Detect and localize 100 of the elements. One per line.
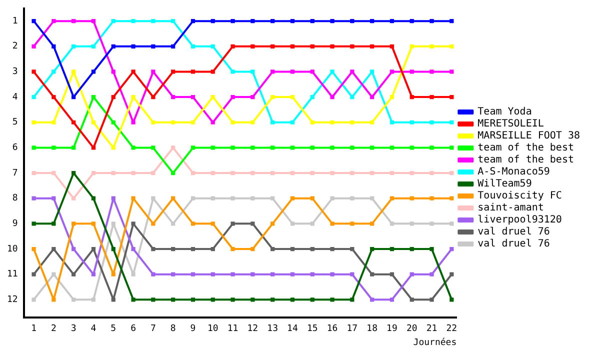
- point: [390, 170, 394, 176]
- point: [210, 120, 215, 124]
- point: [430, 120, 434, 124]
- x-tick-label: 21: [426, 324, 438, 334]
- point: [410, 170, 414, 176]
- point: [430, 44, 434, 48]
- point: [230, 272, 235, 276]
- x-tick-label: 10: [207, 324, 218, 334]
- point: [72, 196, 76, 200]
- point: [171, 19, 176, 24]
- point: [250, 94, 255, 100]
- point: [350, 222, 354, 226]
- point: [390, 44, 394, 48]
- point: [52, 222, 56, 226]
- point: [350, 44, 354, 48]
- point: [290, 272, 295, 276]
- point: [250, 170, 255, 176]
- point: [330, 120, 334, 124]
- point: [370, 170, 374, 176]
- point: [131, 272, 136, 276]
- point: [450, 196, 454, 200]
- point: [151, 19, 156, 24]
- point: [350, 120, 354, 124]
- point: [410, 246, 414, 252]
- point: [450, 19, 454, 24]
- legend-label: liverpool93120: [478, 214, 562, 226]
- x-tick-label: 11: [227, 324, 238, 334]
- point: [131, 44, 136, 48]
- point: [230, 170, 235, 176]
- x-tick-label: 14: [287, 324, 298, 334]
- point: [210, 44, 215, 48]
- point: [52, 146, 56, 150]
- point: [450, 272, 454, 276]
- point: [270, 120, 275, 124]
- x-tick-label: 12: [247, 324, 258, 334]
- point: [190, 19, 196, 24]
- point: [390, 272, 394, 276]
- point: [310, 246, 314, 252]
- point: [52, 120, 56, 124]
- point: [190, 222, 196, 226]
- point: [450, 120, 454, 124]
- point: [52, 246, 56, 252]
- point: [250, 272, 255, 276]
- point: [350, 94, 354, 100]
- x-tick-label: 9: [190, 324, 196, 334]
- point: [310, 19, 314, 24]
- point: [450, 44, 454, 48]
- point: [290, 19, 295, 24]
- point: [310, 298, 314, 302]
- point: [290, 70, 295, 74]
- point: [330, 146, 334, 150]
- point: [450, 246, 454, 252]
- point: [270, 170, 275, 176]
- y-tick-label: 6: [12, 143, 18, 154]
- point: [330, 70, 334, 74]
- point: [410, 298, 414, 302]
- point: [390, 120, 394, 124]
- point: [111, 70, 116, 74]
- point: [91, 272, 96, 276]
- point: [72, 298, 76, 302]
- point: [430, 94, 434, 100]
- y-tick-label: 12: [6, 295, 18, 306]
- point: [72, 44, 76, 48]
- point: [390, 94, 394, 100]
- point: [310, 272, 314, 276]
- point: [410, 272, 414, 276]
- point: [370, 94, 374, 100]
- point: [131, 298, 136, 302]
- x-tick-label: 3: [70, 324, 76, 334]
- point: [111, 94, 116, 100]
- point: [270, 146, 275, 150]
- point: [190, 146, 196, 150]
- point: [151, 70, 156, 74]
- point: [111, 19, 116, 24]
- point: [111, 44, 116, 48]
- point: [370, 222, 374, 226]
- y-tick-label: 11: [6, 270, 18, 280]
- point: [72, 94, 76, 100]
- point: [250, 120, 255, 124]
- point: [52, 196, 56, 200]
- point: [52, 298, 56, 302]
- point: [270, 222, 275, 226]
- point: [171, 170, 176, 176]
- x-tick-label: 18: [366, 324, 378, 334]
- point: [290, 298, 295, 302]
- point: [270, 70, 275, 74]
- y-tick-label: 2: [12, 42, 18, 52]
- point: [131, 222, 136, 226]
- point: [131, 196, 136, 200]
- x-tick-label: 8: [170, 324, 176, 334]
- point: [111, 222, 116, 226]
- point: [310, 170, 314, 176]
- point: [151, 298, 156, 302]
- point: [330, 222, 334, 226]
- point: [330, 298, 334, 302]
- point: [111, 298, 116, 302]
- y-tick-label: 1: [12, 16, 18, 26]
- point: [190, 44, 196, 48]
- point: [151, 246, 156, 252]
- point: [430, 298, 434, 302]
